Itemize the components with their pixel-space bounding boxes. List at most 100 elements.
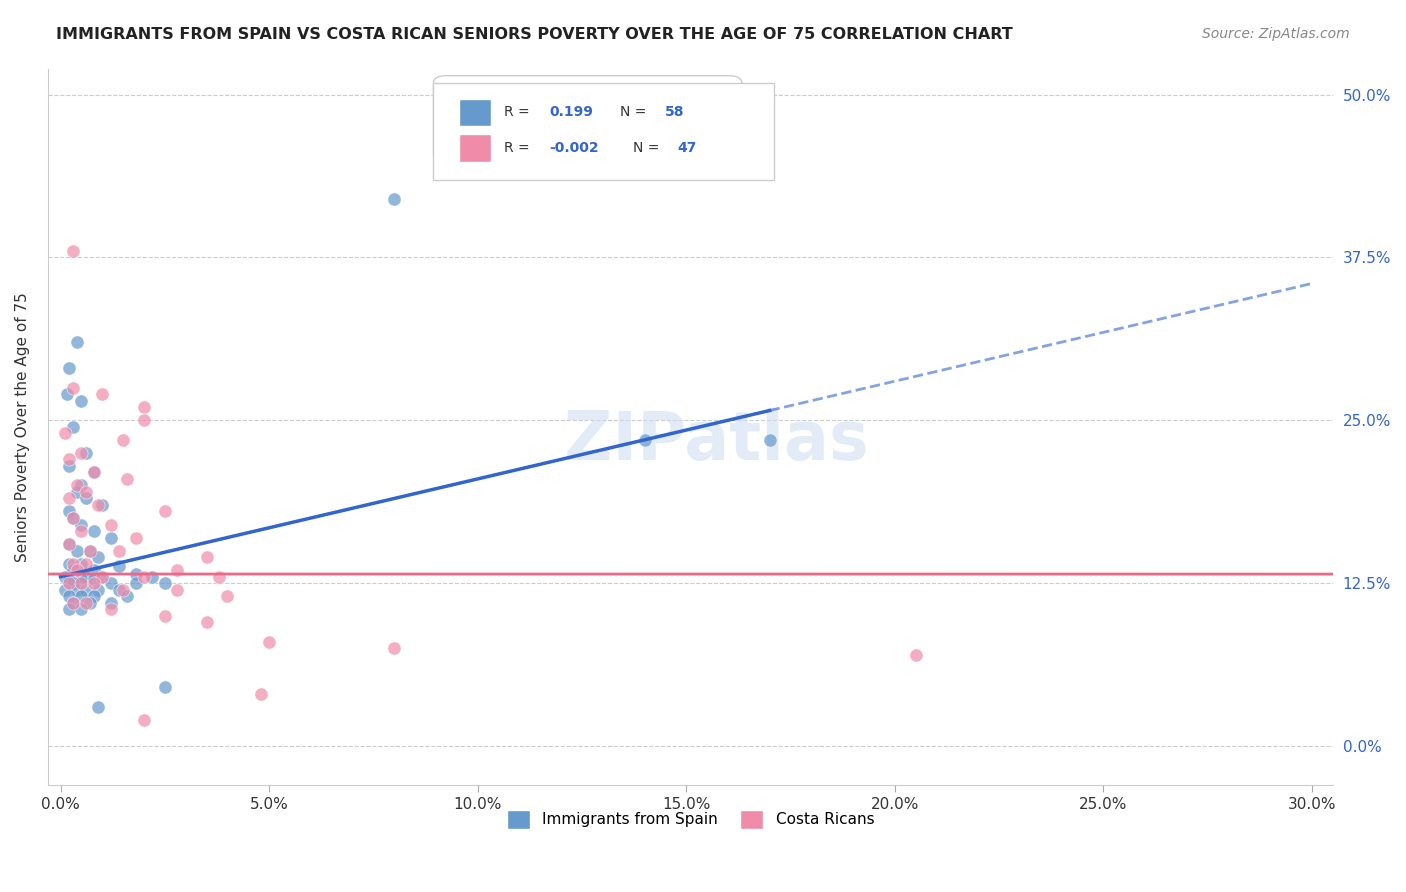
- Point: [62, 576, 84, 591]
- Point: [153, 681, 176, 695]
- Point: [208, 569, 231, 583]
- Point: [91, 498, 114, 512]
- Point: [66, 478, 89, 492]
- Point: [75, 491, 97, 506]
- FancyBboxPatch shape: [433, 76, 742, 161]
- Point: [83, 466, 105, 480]
- Point: [83, 524, 105, 538]
- Point: [141, 569, 163, 583]
- Point: [58, 572, 80, 586]
- Text: 58: 58: [665, 105, 685, 120]
- Point: [79, 596, 101, 610]
- Point: [166, 563, 188, 577]
- Point: [58, 537, 80, 551]
- Text: R =: R =: [505, 141, 534, 155]
- Point: [217, 589, 239, 603]
- Point: [58, 576, 80, 591]
- Point: [100, 517, 122, 532]
- Point: [58, 361, 80, 376]
- Point: [83, 466, 105, 480]
- Point: [83, 572, 105, 586]
- Point: [87, 700, 110, 714]
- Point: [100, 576, 122, 591]
- Point: [91, 569, 114, 583]
- Text: -0.002: -0.002: [550, 141, 599, 155]
- Legend: Immigrants from Spain, Costa Ricans: Immigrants from Spain, Costa Ricans: [501, 804, 880, 835]
- Point: [124, 567, 146, 582]
- Text: ZIPatlas: ZIPatlas: [564, 409, 869, 475]
- Point: [62, 557, 84, 571]
- Point: [117, 589, 139, 603]
- Point: [132, 401, 155, 415]
- Point: [108, 582, 131, 597]
- Point: [70, 557, 93, 571]
- FancyBboxPatch shape: [460, 135, 491, 161]
- Point: [75, 557, 97, 571]
- Point: [58, 557, 80, 571]
- Point: [100, 602, 122, 616]
- Point: [79, 543, 101, 558]
- Text: 47: 47: [678, 141, 697, 155]
- Point: [53, 569, 76, 583]
- Point: [58, 589, 80, 603]
- FancyBboxPatch shape: [460, 99, 491, 126]
- Point: [100, 531, 122, 545]
- Point: [117, 472, 139, 486]
- Point: [62, 419, 84, 434]
- Point: [75, 569, 97, 583]
- Text: R =: R =: [505, 105, 534, 120]
- Point: [66, 335, 89, 350]
- Point: [87, 498, 110, 512]
- Point: [153, 504, 176, 518]
- Point: [257, 634, 280, 648]
- Point: [100, 596, 122, 610]
- Point: [53, 582, 76, 597]
- Point: [87, 550, 110, 565]
- Point: [58, 602, 80, 616]
- Point: [904, 648, 927, 662]
- Point: [70, 589, 93, 603]
- Point: [75, 596, 97, 610]
- Point: [70, 446, 93, 460]
- Point: [91, 569, 114, 583]
- Point: [108, 559, 131, 574]
- Point: [62, 511, 84, 525]
- Point: [70, 393, 93, 408]
- Point: [62, 563, 84, 577]
- Point: [62, 381, 84, 395]
- Point: [124, 576, 146, 591]
- Point: [382, 192, 405, 206]
- Text: 0.199: 0.199: [550, 105, 593, 120]
- Point: [62, 244, 84, 258]
- Point: [75, 485, 97, 500]
- Point: [62, 596, 84, 610]
- Point: [58, 458, 80, 473]
- Point: [112, 582, 135, 597]
- Point: [758, 433, 780, 447]
- Text: IMMIGRANTS FROM SPAIN VS COSTA RICAN SENIORS POVERTY OVER THE AGE OF 75 CORRELAT: IMMIGRANTS FROM SPAIN VS COSTA RICAN SEN…: [56, 27, 1012, 42]
- Point: [66, 563, 89, 577]
- Point: [58, 537, 80, 551]
- Point: [70, 478, 93, 492]
- Point: [53, 426, 76, 441]
- Point: [124, 531, 146, 545]
- Point: [66, 582, 89, 597]
- Point: [58, 504, 80, 518]
- Point: [75, 582, 97, 597]
- Point: [132, 713, 155, 727]
- Point: [62, 511, 84, 525]
- Point: [153, 608, 176, 623]
- Point: [58, 491, 80, 506]
- Point: [56, 387, 79, 401]
- Point: [195, 550, 218, 565]
- Text: Source: ZipAtlas.com: Source: ZipAtlas.com: [1202, 27, 1350, 41]
- Point: [62, 596, 84, 610]
- Point: [382, 641, 405, 656]
- Point: [195, 615, 218, 630]
- Point: [87, 582, 110, 597]
- Point: [112, 433, 135, 447]
- Point: [108, 543, 131, 558]
- Point: [70, 602, 93, 616]
- Point: [166, 582, 188, 597]
- Point: [83, 589, 105, 603]
